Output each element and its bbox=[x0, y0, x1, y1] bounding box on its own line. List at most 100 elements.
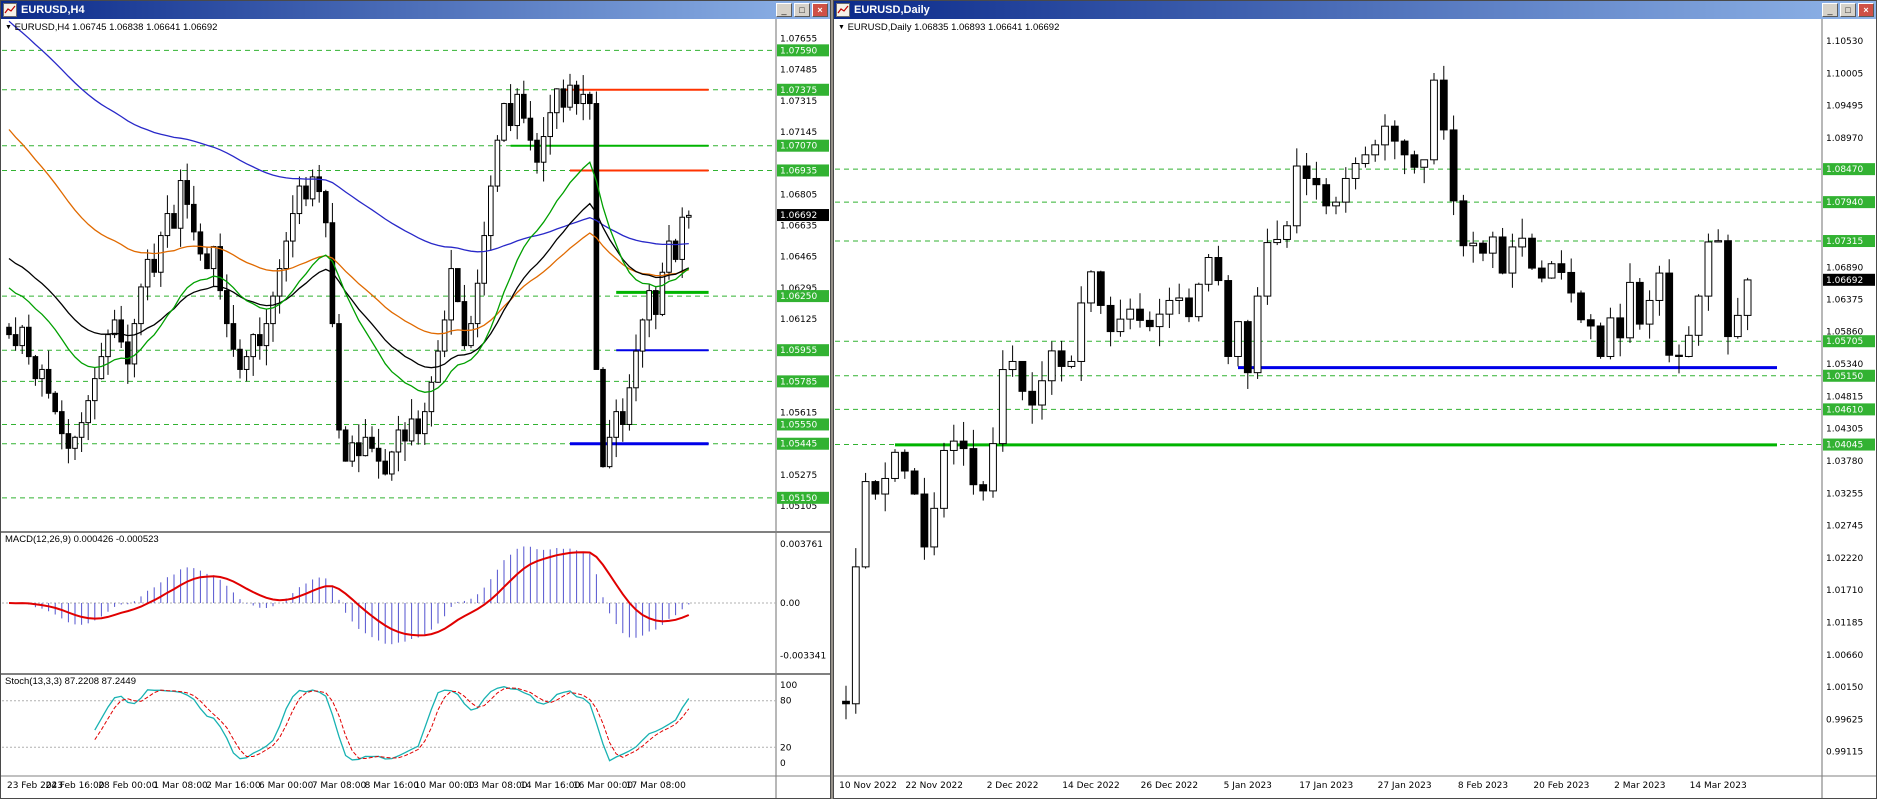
stoch-indicator-label: Stoch(13,3,3) 87.2208 87.2449 bbox=[5, 676, 136, 687]
svg-text:17 Mar 08:00: 17 Mar 08:00 bbox=[626, 781, 686, 791]
svg-text:0.99625: 0.99625 bbox=[1826, 716, 1863, 726]
svg-text:6 Mar 00:00: 6 Mar 00:00 bbox=[259, 781, 314, 791]
svg-text:1.05550: 1.05550 bbox=[780, 420, 817, 430]
svg-text:1.08470: 1.08470 bbox=[1826, 165, 1863, 175]
ohlc-readout-daily: ▼ EURUSD,Daily 1.06835 1.06893 1.06641 1… bbox=[838, 22, 1059, 33]
svg-text:1.06890: 1.06890 bbox=[1826, 263, 1863, 273]
candlestick-chart-h4[interactable]: 1.07655 1.07485 1.07315 1.07145 1.06805 1.066… bbox=[1, 19, 830, 798]
minimize-button[interactable]: _ bbox=[776, 3, 792, 17]
svg-text:22 Nov 2022: 22 Nov 2022 bbox=[905, 781, 963, 791]
ohlc-values: EURUSD,H4 1.06745 1.06838 1.06641 1.0669… bbox=[14, 22, 218, 33]
svg-text:1.05275: 1.05275 bbox=[780, 471, 817, 481]
svg-text:17 Jan 2023: 17 Jan 2023 bbox=[1299, 781, 1353, 791]
svg-text:1.07655: 1.07655 bbox=[780, 34, 817, 44]
chart-window-icon bbox=[3, 3, 17, 17]
svg-text:1.06125: 1.06125 bbox=[780, 315, 817, 325]
svg-text:14 Mar 2023: 14 Mar 2023 bbox=[1690, 781, 1747, 791]
svg-text:1.03780: 1.03780 bbox=[1826, 457, 1863, 467]
svg-text:1.06465: 1.06465 bbox=[780, 253, 817, 263]
svg-text:1.06692: 1.06692 bbox=[780, 211, 817, 221]
svg-text:1.06692: 1.06692 bbox=[1826, 276, 1863, 286]
svg-text:1.07485: 1.07485 bbox=[780, 66, 817, 76]
svg-text:16 Mar 00:00: 16 Mar 00:00 bbox=[573, 781, 633, 791]
collapse-arrow-icon: ▼ bbox=[838, 24, 845, 31]
svg-text:2 Mar 16:00: 2 Mar 16:00 bbox=[206, 781, 261, 791]
svg-text:80: 80 bbox=[780, 697, 792, 707]
svg-text:20: 20 bbox=[780, 743, 792, 753]
close-button[interactable]: × bbox=[1858, 3, 1874, 17]
svg-text:20 Feb 2023: 20 Feb 2023 bbox=[1533, 781, 1589, 791]
svg-text:1.04045: 1.04045 bbox=[1826, 441, 1863, 451]
svg-text:1.10005: 1.10005 bbox=[1826, 70, 1863, 80]
svg-text:1 Mar 08:00: 1 Mar 08:00 bbox=[153, 781, 208, 791]
svg-text:1.02745: 1.02745 bbox=[1826, 521, 1863, 531]
chart-window-icon bbox=[836, 3, 850, 17]
svg-text:1.08970: 1.08970 bbox=[1826, 134, 1863, 144]
macd-indicator-label: MACD(12,26,9) 0.000426 -0.000523 bbox=[5, 534, 159, 545]
svg-text:1.05340: 1.05340 bbox=[1826, 360, 1863, 370]
svg-text:1.07375: 1.07375 bbox=[780, 86, 817, 96]
svg-text:1.00150: 1.00150 bbox=[1826, 683, 1863, 693]
svg-text:13 Mar 08:00: 13 Mar 08:00 bbox=[467, 781, 527, 791]
svg-text:24 Feb 16:00: 24 Feb 16:00 bbox=[45, 781, 104, 791]
collapse-arrow-icon: ▼ bbox=[5, 24, 12, 31]
chart-window-h4: EURUSD,H4 _ □ × 1.07655 1.07485 1.07315 1.0… bbox=[0, 0, 831, 799]
minimize-button[interactable]: _ bbox=[1822, 3, 1838, 17]
svg-text:1.05150: 1.05150 bbox=[1826, 372, 1863, 382]
restore-button[interactable]: □ bbox=[1840, 3, 1856, 17]
svg-text:1.03255: 1.03255 bbox=[1826, 490, 1863, 500]
window-title-daily: EURUSD,Daily bbox=[854, 4, 930, 16]
svg-text:8 Mar 16:00: 8 Mar 16:00 bbox=[365, 781, 420, 791]
svg-text:5 Jan 2023: 5 Jan 2023 bbox=[1224, 781, 1272, 791]
svg-text:14 Dec 2022: 14 Dec 2022 bbox=[1062, 781, 1120, 791]
svg-text:1.05150: 1.05150 bbox=[780, 494, 817, 504]
svg-text:1.06295: 1.06295 bbox=[780, 284, 817, 294]
svg-text:28 Feb 00:00: 28 Feb 00:00 bbox=[98, 781, 157, 791]
svg-text:10 Nov 2022: 10 Nov 2022 bbox=[839, 781, 897, 791]
svg-text:-0.003341: -0.003341 bbox=[780, 652, 826, 662]
svg-text:1.04610: 1.04610 bbox=[1826, 405, 1863, 415]
svg-text:14 Mar 16:00: 14 Mar 16:00 bbox=[520, 781, 580, 791]
window-controls-daily: _ □ × bbox=[1822, 3, 1874, 17]
ohlc-readout-h4: ▼ EURUSD,H4 1.06745 1.06838 1.06641 1.06… bbox=[5, 22, 217, 33]
svg-text:1.07070: 1.07070 bbox=[780, 142, 817, 152]
svg-text:2 Mar 2023: 2 Mar 2023 bbox=[1614, 781, 1665, 791]
svg-text:1.00660: 1.00660 bbox=[1826, 651, 1863, 661]
titlebar-h4[interactable]: EURUSD,H4 _ □ × bbox=[1, 1, 830, 19]
svg-text:100: 100 bbox=[780, 681, 797, 691]
svg-text:1.06375: 1.06375 bbox=[1826, 296, 1863, 306]
svg-text:1.09495: 1.09495 bbox=[1826, 101, 1863, 111]
window-controls-h4: _ □ × bbox=[776, 3, 828, 17]
svg-text:1.06635: 1.06635 bbox=[780, 221, 817, 231]
svg-text:1.05785: 1.05785 bbox=[780, 377, 817, 387]
svg-text:1.07315: 1.07315 bbox=[780, 97, 817, 107]
svg-text:1.01710: 1.01710 bbox=[1826, 586, 1863, 596]
svg-text:0.99115: 0.99115 bbox=[1826, 747, 1863, 757]
close-button[interactable]: × bbox=[812, 3, 828, 17]
svg-text:1.07145: 1.07145 bbox=[780, 128, 817, 138]
chart-body-daily: 1.10530 1.10005 1.09495 1.08970 1.06890 1.063… bbox=[834, 19, 1876, 798]
svg-text:23 Feb 2023: 23 Feb 2023 bbox=[7, 781, 63, 791]
restore-button[interactable]: □ bbox=[794, 3, 810, 17]
svg-text:1.01185: 1.01185 bbox=[1826, 619, 1863, 629]
svg-text:1.07590: 1.07590 bbox=[780, 46, 817, 56]
svg-text:1.04305: 1.04305 bbox=[1826, 424, 1863, 434]
svg-text:27 Jan 2023: 27 Jan 2023 bbox=[1378, 781, 1432, 791]
svg-text:1.10530: 1.10530 bbox=[1826, 37, 1863, 47]
svg-text:1.07315: 1.07315 bbox=[1826, 237, 1863, 247]
svg-text:8 Feb 2023: 8 Feb 2023 bbox=[1458, 781, 1508, 791]
svg-text:26 Dec 2022: 26 Dec 2022 bbox=[1141, 781, 1199, 791]
svg-text:1.05445: 1.05445 bbox=[780, 440, 817, 450]
svg-text:1.07940: 1.07940 bbox=[1826, 198, 1863, 208]
window-title-h4: EURUSD,H4 bbox=[21, 4, 85, 16]
svg-text:1.06805: 1.06805 bbox=[780, 190, 817, 200]
svg-text:1.05615: 1.05615 bbox=[780, 409, 817, 419]
svg-text:0.00: 0.00 bbox=[780, 599, 800, 609]
svg-text:0: 0 bbox=[780, 759, 786, 769]
svg-text:7 Mar 08:00: 7 Mar 08:00 bbox=[312, 781, 367, 791]
svg-text:1.06935: 1.06935 bbox=[780, 166, 817, 176]
titlebar-daily[interactable]: EURUSD,Daily _ □ × bbox=[834, 1, 1876, 19]
candlestick-chart-daily[interactable]: 1.10530 1.10005 1.09495 1.08970 1.06890 1.063… bbox=[834, 19, 1876, 798]
svg-text:1.06250: 1.06250 bbox=[780, 292, 817, 302]
svg-text:1.05105: 1.05105 bbox=[780, 502, 817, 512]
